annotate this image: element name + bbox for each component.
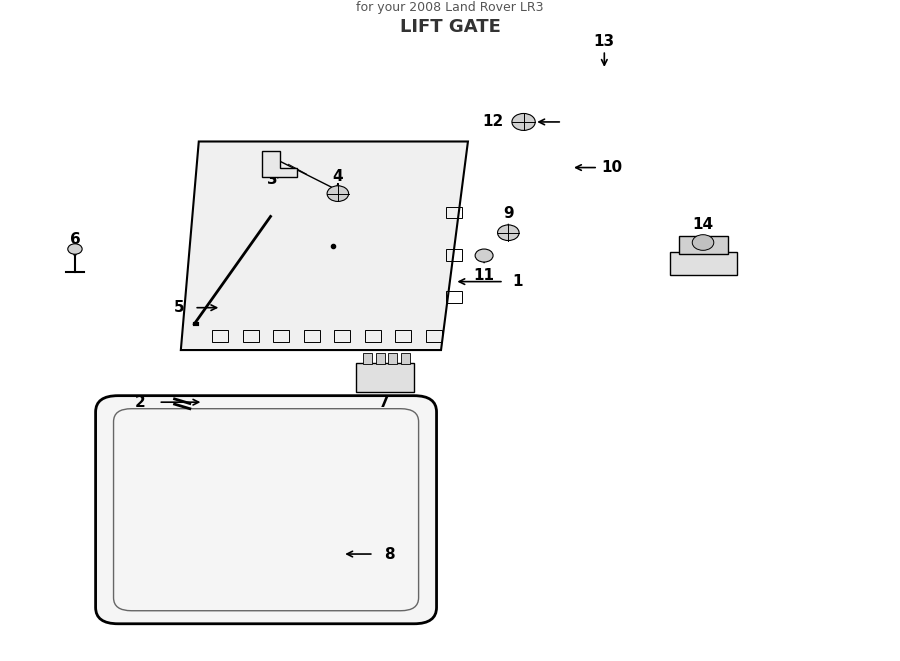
Text: LIFT GATE: LIFT GATE [400,19,500,36]
Text: 7: 7 [379,395,390,410]
Text: 10: 10 [601,160,622,175]
Text: 9: 9 [503,206,514,221]
Bar [426,330,442,342]
Text: 2: 2 [135,395,146,410]
FancyBboxPatch shape [95,396,436,624]
Bar [212,330,229,342]
Text: 12: 12 [482,114,504,130]
Bar [446,207,462,218]
Text: 11: 11 [473,268,495,283]
Bar [388,353,397,364]
Text: 8: 8 [383,547,394,562]
Bar [243,330,259,342]
Text: 14: 14 [692,217,714,232]
Bar [679,236,728,254]
Text: for your 2008 Land Rover LR3: for your 2008 Land Rover LR3 [356,1,544,15]
Circle shape [692,235,714,251]
Text: 1: 1 [512,274,523,289]
Bar [395,330,411,342]
Bar [274,330,290,342]
Circle shape [498,225,519,241]
Polygon shape [262,151,298,177]
Bar [364,330,381,342]
Text: 3: 3 [267,172,278,187]
Text: 13: 13 [594,34,615,50]
Bar [334,330,350,342]
Bar [446,292,462,303]
Text: 6: 6 [69,233,80,247]
Bar [375,353,384,364]
Circle shape [68,244,82,254]
Bar [304,330,320,342]
Bar [356,363,414,393]
Polygon shape [181,141,468,350]
Text: 4: 4 [332,169,343,184]
Bar [670,253,737,275]
Circle shape [475,249,493,262]
Bar [400,353,410,364]
Circle shape [327,186,348,202]
Circle shape [512,114,535,130]
Bar [446,249,462,260]
Bar [363,353,372,364]
Text: 5: 5 [174,300,184,315]
